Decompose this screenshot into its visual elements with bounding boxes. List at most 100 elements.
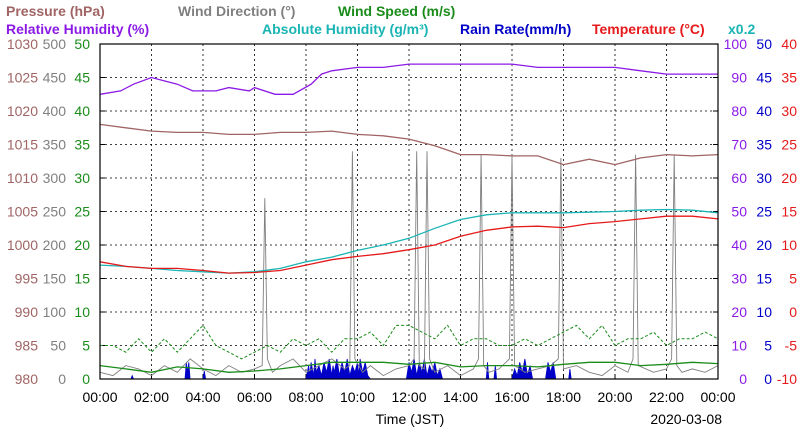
x-tick-label: 00:00 [82, 389, 117, 405]
relative-humidity-right-tick-label: 10 [731, 338, 747, 354]
date-label: 2020-03-08 [650, 411, 722, 427]
wind-speed-m-s-tick-label: 10 [74, 304, 90, 320]
pressure-hpa-tick-label: 990 [15, 304, 39, 320]
pressure-hpa-tick-label: 1015 [7, 137, 38, 153]
x-tick-label: 08:00 [288, 389, 323, 405]
rain-rate-mm-h-right-tick-label: 40 [756, 103, 772, 119]
relative-humidity-right-tick-label: 0 [739, 371, 747, 387]
wind-direction-tick-label: 200 [43, 237, 67, 253]
x-tick-label: 06:00 [237, 389, 272, 405]
series-absolute-humidity-g-m [99, 208, 719, 274]
legend-pressure-hpa: Pressure (hPa) [6, 3, 105, 19]
right-axes: 0 10 20 30 40 50 60 70 80 90 100 0 5 10 15 20 25 30 35 40 45… [724, 36, 798, 387]
pressure-hpa-tick-label: 985 [15, 338, 39, 354]
relative-humidity-right-tick-label: 100 [724, 36, 748, 52]
x-tick-label: 12:00 [391, 389, 426, 405]
temperature-c-right-tick-label: 10 [781, 237, 797, 253]
temperature-c-right-tick-label: 20 [781, 170, 797, 186]
wind-direction-tick-label: 350 [43, 137, 67, 153]
temperature-c-right-tick-label: 40 [781, 36, 797, 52]
wind-direction-tick-label: 50 [50, 338, 66, 354]
rain-rate-mm-h-right-tick-label: 50 [756, 36, 772, 52]
pressure-hpa-tick-label: 1020 [7, 103, 38, 119]
left-axes: 9809859909951000100510101015102010251030… [7, 36, 718, 387]
rain-rate-mm-h-right-tick-label: 30 [756, 170, 772, 186]
x-tick-label: 02:00 [134, 389, 169, 405]
wind-speed-m-s-tick-label: 50 [74, 36, 90, 52]
temperature-c-right-tick-label: 5 [789, 271, 797, 287]
wind-direction-tick-label: 300 [43, 170, 67, 186]
pressure-hpa-tick-label: 980 [15, 371, 39, 387]
wind-direction-tick-label: 100 [43, 304, 67, 320]
temperature-c-right-tick-label: 30 [781, 103, 797, 119]
temperature-c-right-tick-label: -10 [777, 371, 797, 387]
pressure-hpa-tick-label: 1025 [7, 70, 38, 86]
rain-rate-mm-h-right-tick-label: 25 [756, 204, 772, 220]
x-tick-label: 10:00 [340, 389, 375, 405]
relative-humidity-right-tick-label: 60 [731, 170, 747, 186]
x-tick-label: 04:00 [185, 389, 220, 405]
relative-humidity-right-tick-label: 90 [731, 70, 747, 86]
relative-humidity-right-tick-label: 30 [731, 271, 747, 287]
relative-humidity-right-tick-label: 20 [731, 304, 747, 320]
rain-rate-mm-h-right-tick-label: 10 [756, 304, 772, 320]
x-tick-label: 14:00 [443, 389, 478, 405]
temperature-c-right-tick-label: 15 [781, 204, 797, 220]
series-pressure-hpa [99, 123, 719, 166]
rain-rate-mm-h-right-tick-label: 45 [756, 70, 772, 86]
legend-x0-2: x0.2 [728, 21, 755, 37]
series-relative-humidity [99, 63, 718, 95]
pressure-hpa-tick-label: 995 [15, 271, 39, 287]
wind-direction-tick-label: 400 [43, 103, 67, 119]
relative-humidity-right-tick-label: 40 [731, 237, 747, 253]
plot-area [99, 63, 719, 380]
wind-direction-tick-label: 500 [43, 36, 67, 52]
temperature-c-right-tick-label: 25 [781, 137, 797, 153]
pressure-hpa-tick-label: 1000 [7, 237, 38, 253]
legend-rain-rate-mm-h: Rain Rate(mm/h) [460, 21, 571, 37]
wind-direction-tick-label: 150 [43, 271, 67, 287]
pressure-hpa-tick-label: 1010 [7, 170, 38, 186]
series-wind-direction [99, 151, 719, 377]
x-axis-label: Time (JST) [376, 411, 445, 427]
temperature-c-right-tick-label: -5 [785, 338, 798, 354]
wind-speed-m-s-tick-label: 25 [74, 204, 90, 220]
wind-direction-tick-label: 0 [58, 371, 66, 387]
wind-direction-tick-label: 450 [43, 70, 67, 86]
legend-wind-speed-m-s: Wind Speed (m/s) [338, 3, 455, 19]
relative-humidity-right-tick-label: 50 [731, 204, 747, 220]
legend-relative-humidity: Relative Humidity (%) [6, 21, 149, 37]
pressure-hpa-tick-label: 1030 [7, 36, 38, 52]
wind-direction-tick-label: 250 [43, 204, 67, 220]
temperature-c-right-tick-label: 35 [781, 70, 797, 86]
legend-absolute-humidity-g-m: Absolute Humidity (g/m³) [262, 21, 428, 37]
pressure-hpa-tick-label: 1005 [7, 204, 38, 220]
x-tick-label: 20:00 [597, 389, 632, 405]
series-wind-speed-m-s [99, 361, 719, 373]
x-axis: 00:00 02:00 04:00 06:00 08:00 10:00 12:00 14:00… [82, 374, 736, 405]
wind-speed-m-s-tick-label: 40 [74, 103, 90, 119]
rain-rate-mm-h-right-tick-label: 20 [756, 237, 772, 253]
rain-rate-mm-h-right-tick-label: 35 [756, 137, 772, 153]
legend-temperature-c: Temperature (°C) [592, 21, 705, 37]
temperature-c-right-tick-label: 0 [789, 304, 797, 320]
wind-speed-m-s-tick-label: 35 [74, 137, 90, 153]
wind-speed-m-s-tick-label: 0 [82, 371, 90, 387]
legend: Pressure (hPa) Wind Direction (°) Wind Spe… [6, 3, 755, 37]
series-temperature-c [99, 215, 719, 274]
rain-rate-mm-h-right-tick-label: 5 [764, 338, 772, 354]
legend-wind-direction: Wind Direction (°) [178, 3, 295, 19]
x-tick-label: 22:00 [649, 389, 684, 405]
relative-humidity-right-tick-label: 70 [731, 137, 747, 153]
wind-speed-m-s-tick-label: 30 [74, 170, 90, 186]
wind-speed-m-s-tick-label: 15 [74, 271, 90, 287]
wind-speed-m-s-tick-label: 20 [74, 237, 90, 253]
series-wind-speed-gust-m-s [100, 324, 719, 360]
relative-humidity-right-tick-label: 80 [731, 103, 747, 119]
plot-frame [99, 43, 719, 380]
wind-speed-m-s-tick-label: 45 [74, 70, 90, 86]
wind-speed-m-s-tick-label: 5 [82, 338, 90, 354]
x-tick-label: 00:00 [700, 389, 735, 405]
